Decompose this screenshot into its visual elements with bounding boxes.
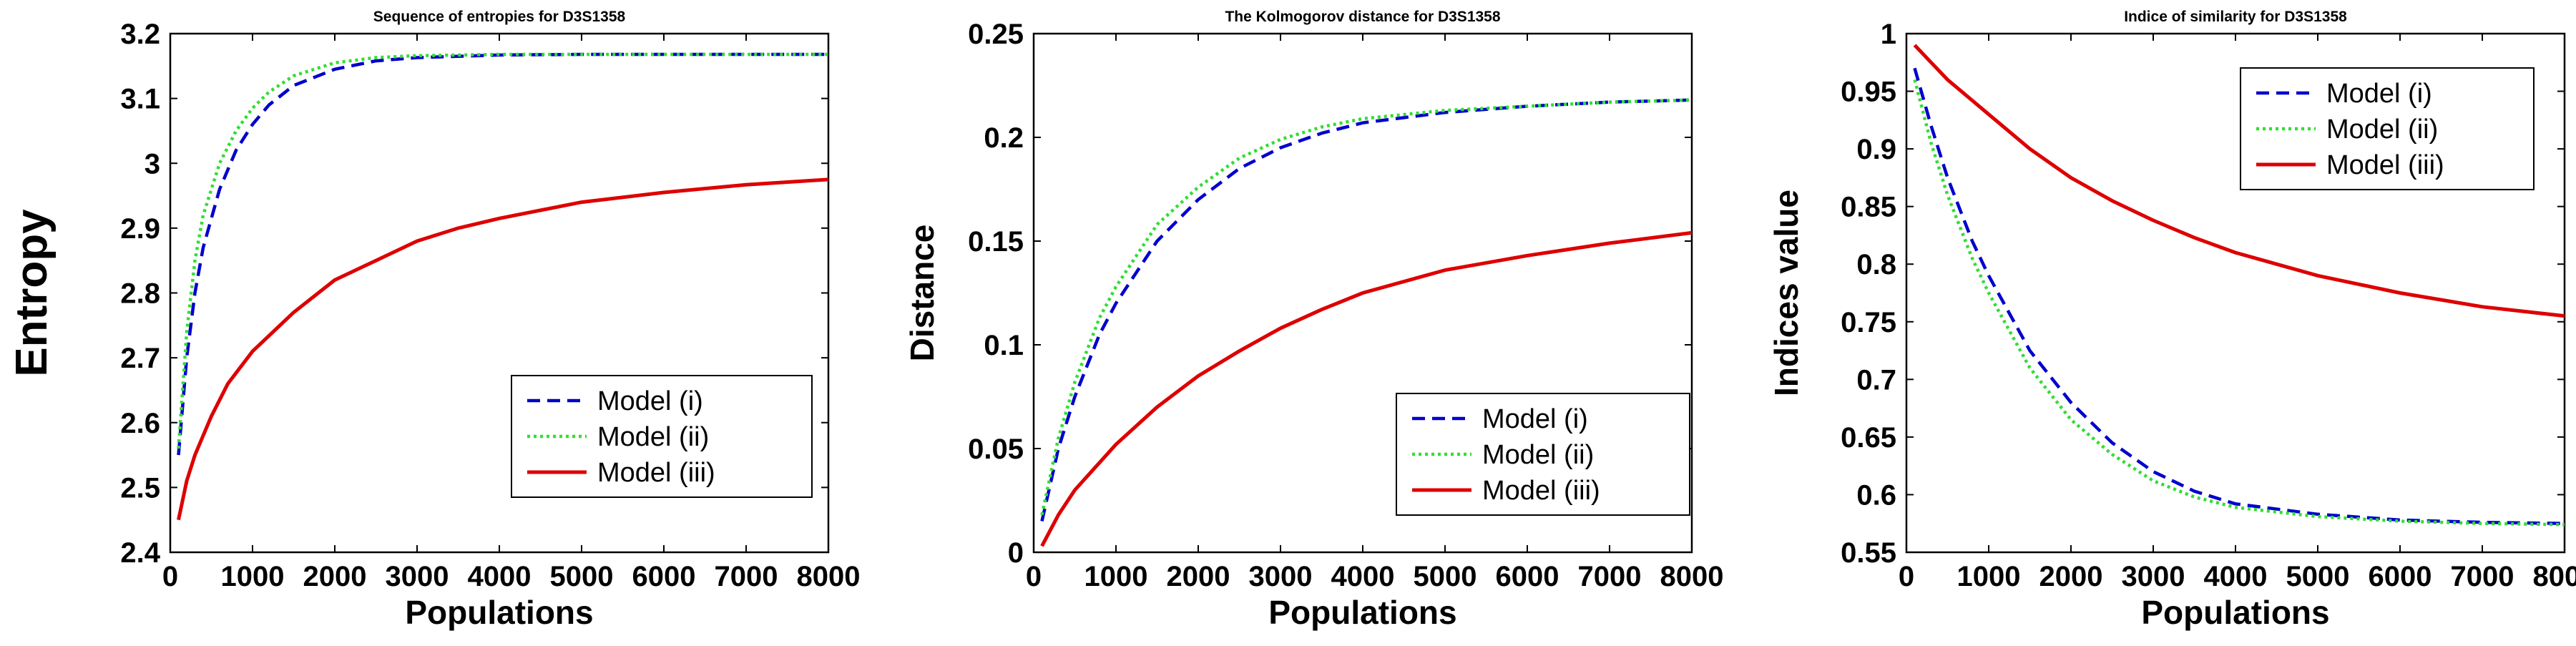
y-tick-label: 2.8 bbox=[120, 278, 160, 310]
series-line-model-ii bbox=[1913, 79, 2565, 527]
y-tick-label: 1 bbox=[1881, 19, 1896, 50]
y-tick-label: 0.9 bbox=[1856, 134, 1896, 165]
y-axis-label: Entropy bbox=[7, 209, 57, 377]
legend: Model (i) Model (ii) Model (iii) bbox=[1396, 393, 1690, 516]
x-tick-label: 3000 bbox=[386, 561, 449, 592]
y-tick-label: 0.25 bbox=[968, 19, 1024, 50]
x-axis-label: Populations bbox=[405, 594, 593, 631]
chart-title: Sequence of entropies for D3S1358 bbox=[373, 9, 626, 25]
chart-panel-3: Indice of similarity for D3S1358 0 1000 200… bbox=[1768, 9, 2576, 631]
y-tick-label: 2.7 bbox=[120, 343, 160, 374]
legend: Model (i) Model (ii) Model (iii) bbox=[2240, 67, 2535, 190]
x-axis-label: Populations bbox=[1268, 594, 1456, 631]
series-line-model-iii bbox=[1040, 230, 1692, 547]
x-tick-label: 5000 bbox=[1414, 561, 1477, 592]
chart-panel-1: Sequence of entropies for D3S1358 0 1000 20… bbox=[7, 9, 860, 631]
y-tick-label: 2.9 bbox=[120, 213, 160, 245]
y-tick-label: 0.15 bbox=[968, 226, 1024, 258]
legend-label: Model (iii) bbox=[1482, 476, 1600, 506]
legend: Model (i) Model (ii) Model (iii) bbox=[511, 375, 813, 498]
y-axis-label: Indices value bbox=[1768, 190, 1805, 396]
x-tick-label: 4000 bbox=[1331, 561, 1395, 592]
series-line-model-iii bbox=[177, 177, 828, 521]
chart-title: The Kolmogorov distance for D3S1358 bbox=[1225, 9, 1500, 25]
series-line-model-ii bbox=[177, 52, 828, 449]
legend-label: Model (ii) bbox=[1482, 440, 1594, 470]
x-tick-label: 6000 bbox=[632, 561, 696, 592]
y-tick-label: 2.4 bbox=[120, 537, 160, 569]
x-tick-label: 1000 bbox=[1957, 561, 2021, 592]
y-tick-label: 0.1 bbox=[984, 330, 1024, 361]
legend-label: Model (iii) bbox=[2326, 150, 2444, 180]
x-tick-label: 2000 bbox=[1167, 561, 1230, 592]
y-tick-label: 0.55 bbox=[1841, 537, 1896, 569]
x-tick-label: 4000 bbox=[2204, 561, 2268, 592]
y-tick-label: 0.85 bbox=[1841, 192, 1896, 223]
y-tick-label: 0 bbox=[1008, 537, 1024, 569]
legend-label: Model (ii) bbox=[597, 422, 709, 452]
y-tick-label: 0.95 bbox=[1841, 77, 1896, 108]
x-tick-label: 7000 bbox=[1578, 561, 1642, 592]
y-tick-label: 0.05 bbox=[968, 434, 1024, 465]
x-tick-label: 7000 bbox=[715, 561, 778, 592]
series-line-model-i bbox=[1913, 67, 2565, 525]
x-tick-label: 3000 bbox=[1249, 561, 1313, 592]
y-tick-label: 0.6 bbox=[1856, 479, 1896, 511]
chart-panel-2: The Kolmogorov distance for D3S1358 0 1000… bbox=[903, 9, 1723, 631]
chart-title: Indice of similarity for D3S1358 bbox=[2124, 9, 2347, 25]
x-tick-label: 3000 bbox=[2122, 561, 2185, 592]
x-tick-label: 0 bbox=[1026, 561, 1042, 592]
x-tick-label: 4000 bbox=[468, 561, 532, 592]
x-tick-label: 0 bbox=[162, 561, 178, 592]
x-tick-label: 6000 bbox=[2369, 561, 2432, 592]
legend-label: Model (i) bbox=[2326, 79, 2432, 109]
y-tick-label: 0.75 bbox=[1841, 307, 1896, 338]
y-tick-label: 3.2 bbox=[120, 19, 160, 50]
y-tick-label: 0.2 bbox=[984, 122, 1024, 154]
x-tick-label: 1000 bbox=[221, 561, 285, 592]
y-tick-label: 2.5 bbox=[120, 472, 160, 504]
series-line-model-ii bbox=[1040, 98, 1692, 516]
x-tick-label: 2000 bbox=[2039, 561, 2103, 592]
x-tick-label: 0 bbox=[1899, 561, 1914, 592]
x-tick-label: 7000 bbox=[2451, 561, 2514, 592]
x-tick-label: 8000 bbox=[2533, 561, 2576, 592]
x-tick-label: 5000 bbox=[550, 561, 614, 592]
x-tick-label: 8000 bbox=[797, 561, 861, 592]
x-tick-label: 2000 bbox=[303, 561, 367, 592]
y-tick-label: 2.6 bbox=[120, 408, 160, 439]
series-line-model-iii bbox=[1913, 44, 2565, 318]
legend-label: Model (i) bbox=[597, 386, 703, 416]
x-tick-label: 8000 bbox=[1660, 561, 1724, 592]
y-tick-label: 3.1 bbox=[120, 84, 160, 115]
legend-label: Model (ii) bbox=[2326, 114, 2438, 145]
y-tick-label: 0.8 bbox=[1856, 249, 1896, 280]
y-axis-label: Distance bbox=[903, 225, 941, 362]
y-tick-label: 0.65 bbox=[1841, 422, 1896, 454]
x-tick-label: 5000 bbox=[2286, 561, 2350, 592]
legend-label: Model (iii) bbox=[597, 458, 715, 488]
x-tick-label: 6000 bbox=[1496, 561, 1559, 592]
legend-label: Model (i) bbox=[1482, 404, 1588, 434]
y-tick-label: 3 bbox=[145, 148, 160, 180]
x-axis-label: Populations bbox=[2141, 594, 2329, 631]
y-tick-label: 0.7 bbox=[1856, 364, 1896, 396]
x-tick-label: 1000 bbox=[1084, 561, 1148, 592]
